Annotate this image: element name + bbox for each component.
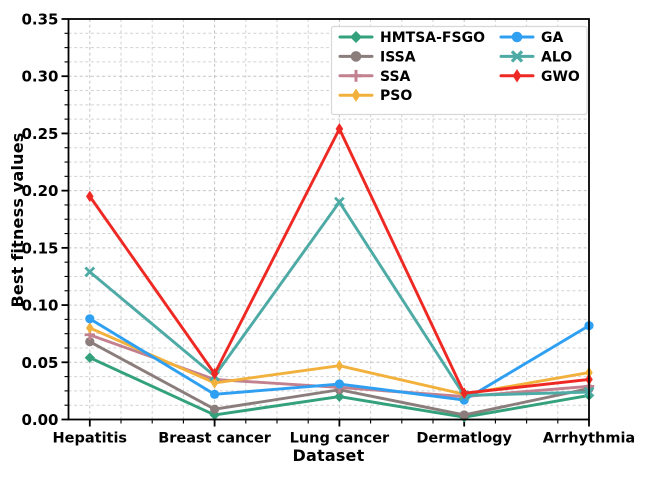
legend-item-label: SSA — [380, 69, 411, 85]
legend-item-GWO: GWO — [499, 69, 580, 85]
x-tick-label: Dermatlogy — [416, 431, 512, 447]
y-tick-label: 0.10 — [21, 297, 58, 315]
y-tick-label: 0.00 — [21, 411, 58, 429]
legend-item-label: GA — [541, 30, 563, 46]
y-axis-title: Best fitness values — [8, 132, 27, 308]
y-tick-label: 0.30 — [21, 68, 58, 86]
x-tick-label: Arrhythmia — [543, 431, 635, 447]
plot-border — [67, 18, 590, 421]
x-tick-label: Lung cancer — [290, 431, 390, 447]
legend-item-label: HMTSA-FSGO — [380, 30, 485, 46]
legend-item-PSO: PSO — [338, 88, 412, 104]
legend-item-label: GWO — [541, 69, 580, 85]
tick-labels: 0.00 0.05 0.10 0.15 0.20 0.25 0.30 0.35 Hepatiti… — [21, 11, 635, 447]
legend-item-label: ALO — [541, 49, 572, 65]
x-tick-label: Breast cancer — [158, 431, 272, 447]
legend-item-HMTSA-FSGO: HMTSA-FSGO — [338, 30, 485, 46]
legend-item-label: ISSA — [380, 49, 416, 65]
series-line-GWO — [86, 123, 593, 399]
x-axis-title: Dataset — [292, 446, 365, 465]
y-tick-label: 0.35 — [21, 11, 58, 29]
legend-item-ALO: ALO — [499, 49, 572, 65]
legend-item-GA: GA — [499, 30, 563, 46]
x-tick-label: Hepatitis — [53, 431, 128, 447]
legend-item-label: PSO — [380, 88, 412, 104]
series-line-GA — [85, 314, 594, 405]
legend: HMTSA-FSGO ISSA SSA PSO GA ALO GWO — [330, 25, 588, 116]
y-tick-label: 0.20 — [21, 182, 58, 200]
y-tick-label: 0.25 — [21, 125, 58, 143]
legend-box — [330, 25, 588, 116]
y-tick-label: 0.05 — [21, 354, 58, 372]
y-tick-label: 0.15 — [21, 239, 58, 257]
legend-item-ISSA: ISSA — [338, 49, 416, 65]
legend-item-SSA: SSA — [338, 69, 411, 85]
